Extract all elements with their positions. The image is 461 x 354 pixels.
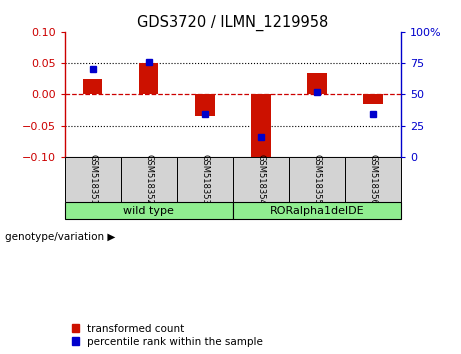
Text: GSM518356: GSM518356 <box>368 154 378 205</box>
FancyBboxPatch shape <box>233 157 289 202</box>
Title: GDS3720 / ILMN_1219958: GDS3720 / ILMN_1219958 <box>137 14 328 30</box>
FancyBboxPatch shape <box>121 157 177 202</box>
FancyBboxPatch shape <box>233 202 401 219</box>
Text: GSM518354: GSM518354 <box>256 154 266 205</box>
FancyBboxPatch shape <box>177 157 233 202</box>
Text: genotype/variation ▶: genotype/variation ▶ <box>5 232 115 242</box>
Bar <box>363 95 383 104</box>
Bar <box>307 73 327 95</box>
Bar <box>139 63 159 95</box>
Text: GSM518352: GSM518352 <box>144 154 153 205</box>
FancyBboxPatch shape <box>65 202 233 219</box>
FancyBboxPatch shape <box>289 157 345 202</box>
Bar <box>83 79 102 95</box>
Bar <box>195 95 214 116</box>
Text: RORalpha1delDE: RORalpha1delDE <box>270 206 364 216</box>
Text: GSM518353: GSM518353 <box>200 154 209 205</box>
FancyBboxPatch shape <box>65 157 121 202</box>
Legend: transformed count, percentile rank within the sample: transformed count, percentile rank withi… <box>70 321 266 349</box>
Text: GSM518351: GSM518351 <box>88 154 97 205</box>
Text: GSM518355: GSM518355 <box>313 154 321 205</box>
Text: wild type: wild type <box>123 206 174 216</box>
FancyBboxPatch shape <box>345 157 401 202</box>
Bar <box>251 95 271 157</box>
